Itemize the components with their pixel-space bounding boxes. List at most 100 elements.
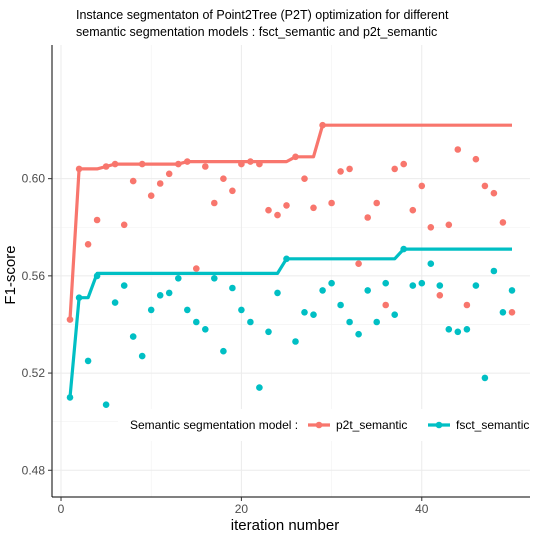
point-fsct-semantic <box>274 289 281 297</box>
point-fsct-semantic <box>193 318 200 326</box>
point-p2t-semantic <box>102 163 110 170</box>
y-axis-title: F1-score <box>2 245 19 304</box>
x-axis-title: iteration number <box>231 517 339 534</box>
point-p2t-semantic <box>472 155 480 163</box>
point-fsct-semantic <box>328 279 335 287</box>
legend-label-p2t: p2t_semantic <box>336 418 407 432</box>
x-tick-label: 20 <box>235 502 249 516</box>
point-p2t-semantic <box>427 224 435 231</box>
point-fsct-semantic <box>211 275 218 282</box>
legend-key-point-fsct <box>435 421 443 429</box>
point-p2t-semantic <box>292 153 299 161</box>
point-p2t-semantic <box>211 199 218 207</box>
point-p2t-semantic <box>481 182 489 190</box>
point-p2t-semantic <box>445 221 453 229</box>
point-fsct-semantic <box>247 318 254 326</box>
point-fsct-semantic <box>355 330 362 338</box>
point-p2t-semantic <box>328 199 335 207</box>
point-fsct-semantic <box>111 299 119 306</box>
point-p2t-semantic <box>256 160 263 168</box>
point-p2t-semantic <box>66 316 74 323</box>
point-p2t-semantic <box>156 180 164 187</box>
point-p2t-semantic <box>364 214 372 221</box>
point-fsct-semantic <box>175 275 182 282</box>
point-p2t-semantic <box>147 192 155 199</box>
point-p2t-semantic <box>120 221 128 229</box>
point-fsct-semantic <box>418 279 426 287</box>
point-fsct-semantic <box>436 282 444 289</box>
point-p2t-semantic <box>337 168 344 175</box>
point-fsct-semantic <box>346 318 353 326</box>
point-p2t-semantic <box>165 170 173 178</box>
y-tick-label: 0.48 <box>22 463 46 477</box>
point-p2t-semantic <box>111 160 119 168</box>
legend-key-point-p2t <box>315 421 323 429</box>
point-p2t-semantic <box>274 211 281 219</box>
y-tick-label: 0.52 <box>22 366 46 380</box>
point-p2t-semantic <box>346 165 353 173</box>
point-fsct-semantic <box>220 347 227 355</box>
point-p2t-semantic <box>247 158 254 165</box>
point-p2t-semantic <box>382 301 390 309</box>
point-fsct-semantic <box>490 267 498 275</box>
point-fsct-semantic <box>400 245 408 253</box>
point-fsct-semantic <box>481 374 489 382</box>
x-tick-label: 0 <box>58 502 65 516</box>
series-points <box>66 121 516 409</box>
point-fsct-semantic <box>202 326 209 333</box>
point-p2t-semantic <box>490 189 498 197</box>
legend: Semantic segmentation model : p2t_semant… <box>118 409 538 441</box>
point-fsct-semantic <box>120 282 128 289</box>
tick-labels: 0.48 0.52 0.56 0.60 0 20 40 <box>22 172 429 516</box>
grid <box>52 45 530 497</box>
point-fsct-semantic <box>382 279 390 287</box>
point-fsct-semantic <box>229 284 236 292</box>
point-fsct-semantic <box>508 287 516 294</box>
point-fsct-semantic <box>472 282 480 289</box>
point-p2t-semantic <box>202 163 209 170</box>
point-p2t-semantic <box>93 216 101 224</box>
point-fsct-semantic <box>165 289 173 297</box>
point-p2t-semantic <box>409 206 417 214</box>
point-p2t-semantic <box>454 146 462 153</box>
point-fsct-semantic <box>84 357 92 365</box>
point-fsct-semantic <box>147 306 155 314</box>
point-p2t-semantic <box>310 204 317 212</box>
point-fsct-semantic <box>337 301 344 309</box>
point-fsct-semantic <box>102 401 110 409</box>
point-fsct-semantic <box>129 333 137 340</box>
point-p2t-semantic <box>229 187 236 195</box>
y-tick-label: 0.56 <box>22 269 46 283</box>
point-p2t-semantic <box>138 160 146 168</box>
point-fsct-semantic <box>427 260 435 268</box>
point-p2t-semantic <box>193 265 200 272</box>
point-fsct-semantic <box>364 287 372 294</box>
x-tick-label: 40 <box>415 502 429 516</box>
point-p2t-semantic <box>319 121 326 129</box>
point-fsct-semantic <box>292 338 299 345</box>
best-line-fsct-semantic <box>68 247 512 398</box>
point-p2t-semantic <box>283 202 290 209</box>
point-fsct-semantic <box>310 311 317 319</box>
point-p2t-semantic <box>301 175 308 182</box>
chart-title-line-1: Instance segmentaton of Point2Tree (P2T)… <box>76 8 449 22</box>
point-fsct-semantic <box>265 328 272 336</box>
point-fsct-semantic <box>93 272 101 280</box>
point-p2t-semantic <box>220 175 227 182</box>
point-fsct-semantic <box>454 328 462 336</box>
point-fsct-semantic <box>256 384 263 391</box>
point-p2t-semantic <box>238 160 245 168</box>
point-p2t-semantic <box>129 177 137 185</box>
point-fsct-semantic <box>66 394 74 401</box>
point-fsct-semantic <box>301 309 308 316</box>
point-p2t-semantic <box>508 309 516 316</box>
point-p2t-semantic <box>265 206 272 214</box>
point-p2t-semantic <box>175 160 182 168</box>
point-fsct-semantic <box>463 326 471 333</box>
point-fsct-semantic <box>499 309 507 316</box>
point-fsct-semantic <box>373 318 381 326</box>
point-p2t-semantic <box>355 260 362 268</box>
point-fsct-semantic <box>156 292 164 299</box>
axes <box>48 45 530 501</box>
legend-title: Semantic segmentation model : <box>130 418 298 432</box>
